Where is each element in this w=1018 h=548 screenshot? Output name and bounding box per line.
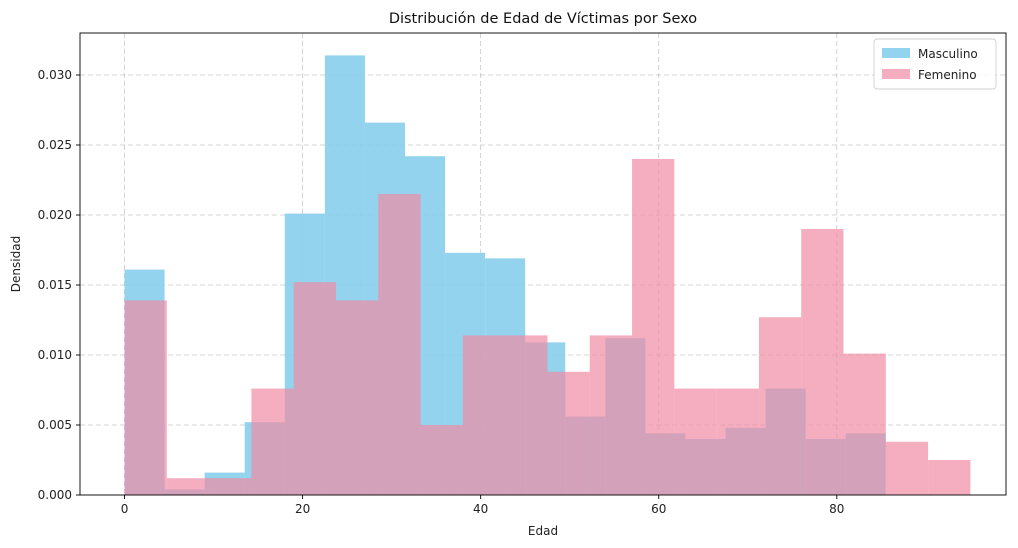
histogram-bar <box>885 441 929 495</box>
legend-label: Masculino <box>918 47 978 61</box>
x-axis-label: Edad <box>528 524 558 538</box>
bars-group <box>124 55 971 496</box>
histogram-bar <box>547 371 590 495</box>
histogram-bar <box>462 335 506 495</box>
y-tick-label: 0.000 <box>38 488 72 502</box>
histogram-bar <box>758 317 802 495</box>
y-tick-label: 0.030 <box>38 68 72 82</box>
histogram-bar <box>674 388 717 495</box>
x-tick-label: 60 <box>651 502 666 516</box>
histogram-bar <box>335 300 379 495</box>
legend-label: Femenino <box>918 68 977 82</box>
chart-title: Distribución de Edad de Víctimas por Sex… <box>389 11 697 27</box>
histogram-bar <box>928 460 971 495</box>
histogram-bar <box>209 478 252 495</box>
histogram-bar <box>589 335 633 495</box>
legend-swatch <box>882 69 910 79</box>
series-femenino <box>124 159 971 495</box>
x-tick-label: 40 <box>473 502 488 516</box>
legend-swatch <box>882 48 910 58</box>
y-tick-label: 0.025 <box>38 138 72 152</box>
x-tick-label: 80 <box>829 502 844 516</box>
histogram-bar <box>166 478 210 495</box>
histogram-bar <box>843 353 886 495</box>
x-tick-label: 0 <box>121 502 129 516</box>
y-tick-label: 0.010 <box>38 348 72 362</box>
legend: Masculino Femenino <box>873 38 997 90</box>
y-tick-label: 0.020 <box>38 208 72 222</box>
y-axis-label: Densidad <box>9 236 23 292</box>
histogram-bar <box>124 300 167 495</box>
histogram-bar <box>420 425 463 495</box>
histogram-bar <box>505 335 548 495</box>
axes-group: 0 20 40 60 80 0.000 0.005 0.010 0.015 0.020 0.025 0… <box>38 32 1007 516</box>
histogram-bar <box>716 388 759 495</box>
histogram-bar <box>801 229 844 495</box>
x-tick-label: 20 <box>295 502 310 516</box>
y-tick-label: 0.005 <box>38 418 72 432</box>
plot-frame <box>79 32 1007 496</box>
histogram-bar <box>251 388 294 495</box>
histogram-bar <box>378 194 421 495</box>
y-tick-label: 0.015 <box>38 278 72 292</box>
histogram-bar <box>293 282 336 495</box>
histogram-bar <box>632 159 675 495</box>
